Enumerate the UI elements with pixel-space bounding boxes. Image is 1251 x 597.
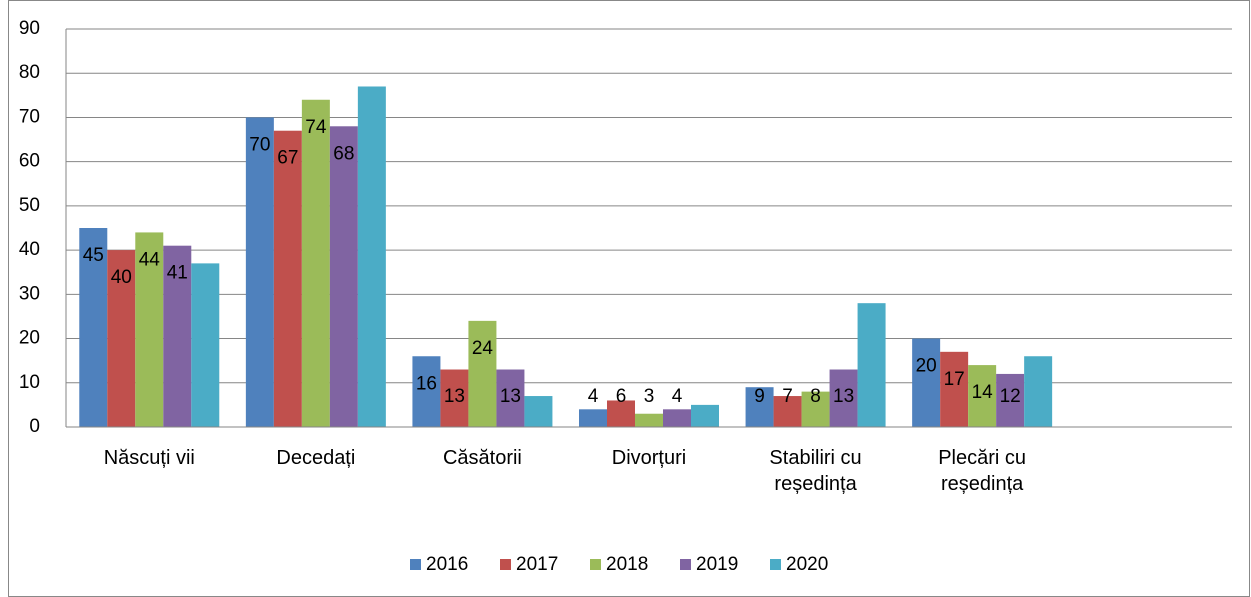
x-tick-label-box: Decedați: [276, 447, 356, 469]
data-label: 41: [167, 263, 188, 284]
legend-swatch: [770, 559, 781, 570]
bar: [940, 351, 969, 427]
bar: [412, 356, 441, 427]
bar: [663, 409, 691, 427]
data-label: 4: [588, 386, 599, 407]
x-tick-label-box: Căsătorii: [442, 447, 522, 469]
bar: [163, 245, 192, 427]
data-label: 45: [83, 245, 104, 266]
y-tick-label: 70: [19, 106, 40, 127]
data-label: 7: [782, 386, 793, 407]
bar: [468, 320, 497, 427]
bar: [496, 369, 525, 427]
data-label: 14: [972, 382, 994, 403]
bar: [968, 365, 997, 427]
data-label: 6: [616, 386, 627, 407]
x-tick-label-box: Plecări cu reședința: [938, 447, 1027, 495]
bar: [107, 250, 136, 427]
x-tick-label-box: Stabiliri cu reședința: [769, 447, 862, 495]
data-label: 67: [277, 148, 298, 169]
data-label: 4: [672, 386, 683, 407]
data-label: 16: [416, 373, 437, 394]
y-tick-label: 60: [19, 151, 40, 172]
data-label: 74: [305, 117, 327, 138]
y-tick-label: 20: [19, 328, 40, 349]
bar: [607, 400, 635, 427]
legend-swatch: [500, 559, 511, 570]
bar: [1024, 356, 1053, 427]
y-tick-label: 0: [29, 416, 40, 437]
legend-swatch: [590, 559, 601, 570]
bar: [357, 86, 386, 427]
bar: [635, 413, 663, 427]
x-tick-label: Decedați: [276, 447, 356, 469]
x-tick-label: Născuți vii: [103, 447, 195, 469]
legend-swatch: [410, 559, 421, 570]
bar: [301, 99, 330, 427]
y-tick-label: 30: [19, 283, 40, 304]
y-tick-label: 10: [19, 372, 40, 393]
bar: [996, 373, 1025, 427]
bar: [191, 263, 220, 427]
legend-label: 2020: [786, 554, 828, 575]
y-tick-label: 40: [19, 239, 40, 260]
x-tick-label: Divorțuri: [611, 447, 687, 469]
bar: [329, 126, 358, 428]
data-label: 20: [916, 356, 937, 377]
data-label: 24: [472, 338, 494, 359]
bar: [440, 369, 469, 427]
bar: [79, 228, 108, 427]
data-label: 17: [944, 369, 965, 390]
legend-swatch: [680, 559, 691, 570]
legend-label: 2019: [696, 554, 738, 575]
data-label: 13: [833, 386, 854, 407]
bar: [745, 387, 774, 427]
bar: [801, 391, 830, 427]
data-label: 9: [754, 386, 765, 407]
y-tick-label: 90: [19, 18, 40, 39]
x-tick-label-box: Născuți vii: [103, 447, 195, 469]
data-label: 13: [444, 386, 465, 407]
y-tick-label: 80: [19, 62, 40, 83]
data-label: 40: [111, 267, 132, 288]
bar: [245, 117, 274, 427]
x-tick-label: Plecări cu reședința: [938, 447, 1027, 495]
bar: [857, 303, 886, 427]
data-label: 70: [249, 134, 270, 155]
x-tick-label: Căsătorii: [442, 447, 522, 469]
bar: [773, 396, 802, 427]
bar: [524, 396, 553, 427]
data-label: 44: [139, 249, 161, 270]
data-label: 3: [644, 386, 655, 407]
bar: [579, 409, 607, 427]
bar: [912, 338, 941, 427]
legend-label: 2017: [516, 554, 558, 575]
legend-label: 2018: [606, 554, 648, 575]
data-label: 68: [333, 143, 354, 164]
x-tick-label-box: Divorțuri: [611, 447, 687, 469]
bar: [829, 369, 858, 427]
data-label: 12: [1000, 386, 1021, 407]
bar: [691, 404, 719, 427]
legend-label: 2016: [426, 554, 468, 575]
data-label: 13: [500, 386, 521, 407]
bar: [273, 130, 302, 427]
data-label: 8: [810, 386, 821, 407]
y-tick-label: 50: [19, 195, 40, 216]
x-tick-label: Stabiliri cu reședința: [769, 447, 862, 495]
bar: [135, 232, 164, 427]
